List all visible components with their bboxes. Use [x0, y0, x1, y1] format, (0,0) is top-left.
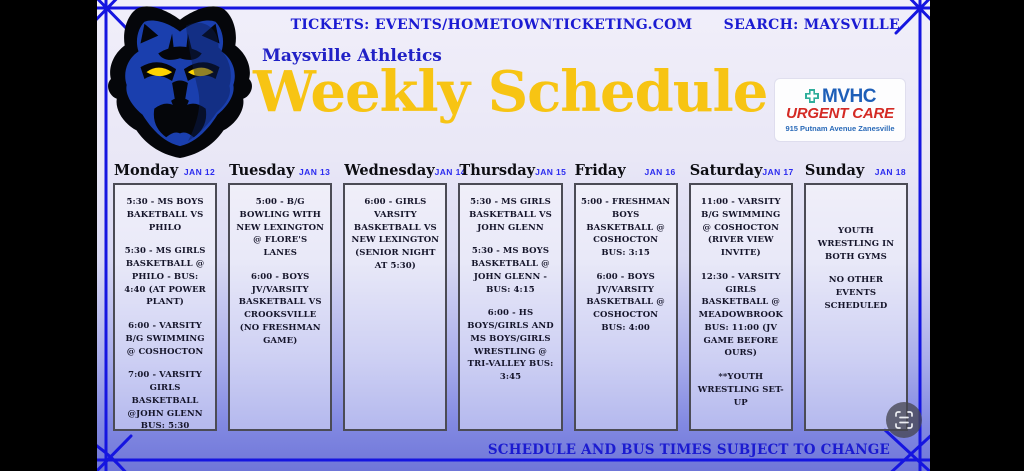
- day-name: Saturday: [689, 162, 763, 179]
- day-column-thursday: Thursday JAN 15 5:30 - MS GIRLS BASKETBAL…: [458, 162, 566, 431]
- event-item: 6:00 - BOYS JV/VARSITY BASKETBALL @ COSH…: [586, 271, 665, 333]
- ticket-info-bar: TICKETS: EVENTS/HOMETOWNTICKETING.COM SE…: [291, 17, 900, 33]
- event-item: 5:30 - MS BOYS BASKETBALL @ JOHN GLENN -…: [471, 246, 550, 295]
- text-scan-icon: [895, 411, 913, 429]
- event-item: 6:00 - VARSITY B/G SWIMMING @ COSHOCTON: [125, 321, 205, 357]
- sponsor-card: MVHC URGENT CARE 915 Putnam Avenue Zanes…: [775, 79, 905, 141]
- day-date: JAN 17: [762, 167, 794, 177]
- disclaimer-note: SCHEDULE AND BUS TIMES SUBJECT TO CHANGE: [487, 442, 890, 458]
- day-date: JAN 12: [183, 167, 216, 177]
- sponsor-subtitle: URGENT CARE: [786, 104, 894, 122]
- page-title: Weekly Schedule: [253, 59, 768, 125]
- day-column-monday: Monday JAN 12 5:30 - MS BOYS BAKETBALL VS…: [113, 162, 218, 431]
- event-item: 6:00 - BOYS JV/VARSITY BASKETBALL VS CRO…: [238, 271, 322, 346]
- tickets-text: TICKETS: EVENTS/HOMETOWNTICKETING.COM: [290, 17, 693, 33]
- day-column-friday: Friday JAN 16 5:00 - FRESHMAN BOYS BASKET…: [573, 162, 678, 431]
- medical-cross-icon: [805, 89, 820, 104]
- event-item: 5:30 - MS GIRLS BASKETBALL @ PHILO - BUS…: [124, 246, 206, 308]
- day-name: Thursday: [459, 162, 536, 179]
- day-date: JAN 18: [874, 167, 906, 177]
- day-name: Sunday: [804, 162, 865, 179]
- sponsor-name: MVHC: [822, 85, 876, 107]
- day-column-tuesday: Tuesday JAN 13 5:00 - B/G BOWLING WITH NE…: [228, 162, 333, 431]
- event-item: 7:00 - VARSITY GIRLS BASKETBALL @JOHN GL…: [127, 370, 203, 431]
- event-item: YOUTH WRESTLING IN BOTH GYMS: [817, 226, 895, 262]
- event-item: 12:30 - VARSITY GIRLS BASKETBALL @ MEADO…: [698, 271, 783, 359]
- day-events-box: 5:00 - FRESHMAN BOYS BASKETBALL @ COSHOC…: [573, 183, 678, 431]
- event-item: 6:00 - HS BOYS/GIRLS AND MS BOYS/GIRLS W…: [467, 308, 554, 382]
- event-item: NO OTHER EVENTS SCHEDULED: [824, 275, 888, 311]
- text-scan-button[interactable]: [886, 402, 922, 438]
- day-date: JAN 16: [644, 167, 676, 177]
- day-date: JAN 14: [434, 167, 466, 177]
- panther-logo: [108, 6, 252, 159]
- event-item: 5:00 - B/G BOWLING WITH NEW LEXINGTON @ …: [236, 197, 325, 258]
- day-column-wednesday: Wednesday JAN 14 6:00 - GIRLS VARSITY BAS…: [343, 162, 465, 431]
- day-events-box: 5:30 - MS GIRLS BASKETBALL VS JOHN GLENN…: [458, 183, 563, 431]
- event-item: 11:00 - VARSITY B/G SWIMMING @ COSHOCTON…: [700, 197, 781, 258]
- day-events-box: 5:00 - B/G BOWLING WITH NEW LEXINGTON @ …: [228, 183, 333, 431]
- event-item: **YOUTH WRESTLING SET-UP: [697, 372, 784, 408]
- day-name: Friday: [574, 162, 626, 179]
- day-date: JAN 15: [535, 167, 567, 177]
- org-name: Maysville Athletics: [262, 46, 442, 66]
- event-item: 6:00 - GIRLS VARSITY BASKETBALL VS NEW L…: [351, 197, 440, 271]
- day-events-box: YOUTH WRESTLING IN BOTH GYMS NO OTHER EVE…: [803, 183, 908, 431]
- day-events-box: 11:00 - VARSITY B/G SWIMMING @ COSHOCTON…: [688, 183, 793, 431]
- event-item: 5:30 - MS GIRLS BASKETBALL VS JOHN GLENN: [469, 197, 552, 233]
- day-name: Monday: [114, 162, 179, 179]
- sponsor-address: 915 Putnam Avenue Zanesville: [785, 124, 895, 134]
- day-column-saturday: Saturday JAN 17 11:00 - VARSITY B/G SWIMM…: [688, 162, 794, 431]
- day-events-box: 5:30 - MS BOYS BAKETBALL VS PHILO 5:30 - …: [113, 183, 218, 431]
- day-name: Tuesday: [229, 162, 295, 179]
- search-text: SEARCH: MAYSVILLE: [723, 17, 900, 33]
- day-name: Wednesday: [344, 162, 435, 179]
- week-columns: Monday JAN 12 5:30 - MS BOYS BAKETBALL VS…: [113, 162, 908, 431]
- day-date: JAN 13: [299, 167, 331, 177]
- event-item: 5:00 - FRESHMAN BOYS BASKETBALL @ COSHOC…: [580, 197, 671, 258]
- day-events-box: 6:00 - GIRLS VARSITY BASKETBALL VS NEW L…: [343, 183, 448, 431]
- event-item: 5:30 - MS BOYS BAKETBALL VS PHILO: [126, 197, 204, 233]
- schedule-flyer: TICKETS: EVENTS/HOMETOWNTICKETING.COM SE…: [97, 0, 930, 471]
- day-column-sunday: Sunday JAN 18 YOUTH WRESTLING IN BOTH GYM…: [803, 162, 908, 431]
